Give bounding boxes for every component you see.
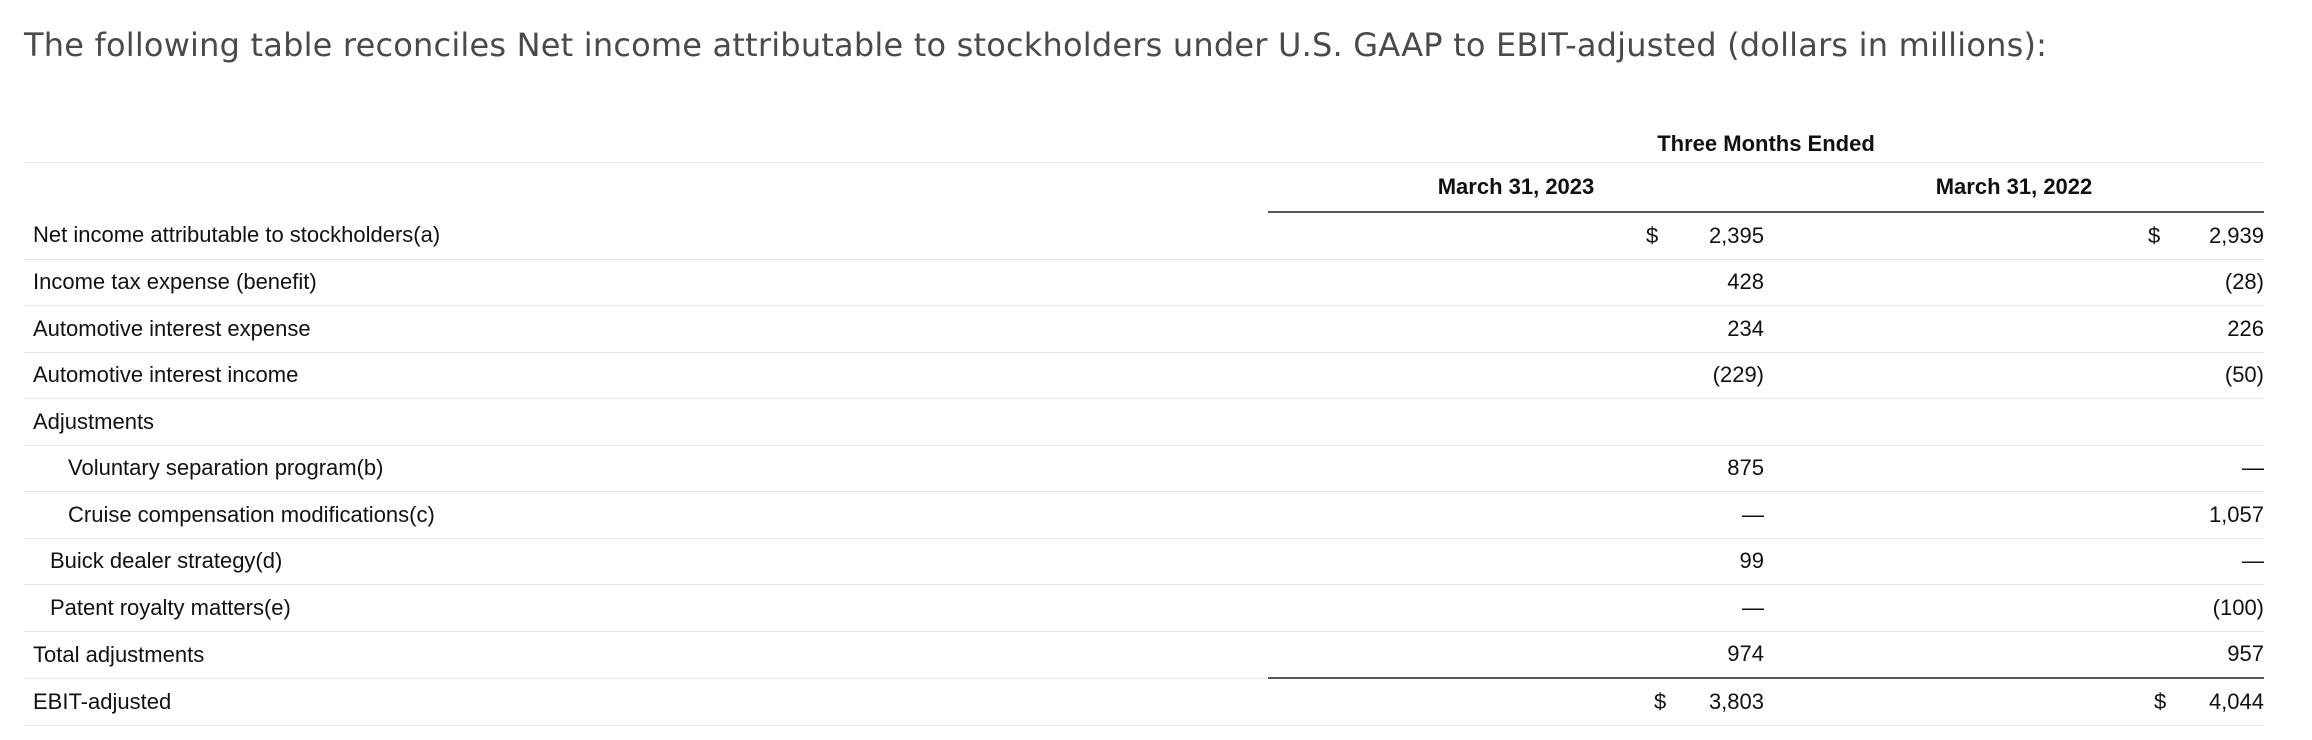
table-row: Income tax expense (benefit) 428 (28) <box>24 259 2264 306</box>
reconciliation-table: Three Months Ended March 31, 2023 March … <box>24 126 2264 726</box>
amount: 4,044 <box>2208 688 2264 714</box>
value-2022: 226 <box>1764 305 2264 353</box>
amount: 875 <box>1727 455 1764 481</box>
row-label: Buick dealer strategy(d) <box>24 538 1268 585</box>
amount: 99 <box>1739 548 1764 574</box>
value-2022: $4,044 <box>1764 678 2264 726</box>
row-label: Automotive interest expense <box>24 305 1268 353</box>
header-row-dates: March 31, 2023 March 31, 2022 <box>24 162 2264 213</box>
table-row: Buick dealer strategy(d) 99 — <box>24 538 2264 585</box>
value-2022: — <box>1764 538 2264 585</box>
value-2023: — <box>1268 491 1764 539</box>
column-header-2022: March 31, 2022 <box>1764 162 2264 213</box>
amount: (100) <box>2212 594 2264 620</box>
header-row-period: Three Months Ended <box>24 126 2264 163</box>
row-label: Patent royalty matters(e) <box>24 584 1268 632</box>
value-2022: 957 <box>1764 631 2264 679</box>
value-2023: 428 <box>1268 259 1764 306</box>
period-group-header: Three Months Ended <box>1268 126 2264 163</box>
amount: 974 <box>1727 641 1764 667</box>
intro-text: The following table reconciles Net incom… <box>24 26 2048 64</box>
column-header-2023: March 31, 2023 <box>1268 162 1764 213</box>
value-2022 <box>1764 398 2264 446</box>
value-2023: $3,803 <box>1268 678 1764 726</box>
currency-symbol: $ <box>2148 222 2161 248</box>
value-2022: (28) <box>1764 259 2264 306</box>
currency-symbol: $ <box>2154 688 2167 714</box>
amount: (229) <box>1712 362 1764 388</box>
amount: 226 <box>2227 315 2264 341</box>
table-row-total: Total adjustments 974 957 <box>24 631 2264 679</box>
row-label: EBIT-adjusted <box>24 678 1268 726</box>
amount: 957 <box>2227 641 2264 667</box>
table-row: Patent royalty matters(e) — (100) <box>24 584 2264 632</box>
currency-symbol: $ <box>1654 688 1667 714</box>
amount: — <box>1742 594 1764 620</box>
value-2022: — <box>1764 445 2264 492</box>
value-2022: 1,057 <box>1764 491 2264 539</box>
table-row: Automotive interest expense 234 226 <box>24 305 2264 353</box>
table-row: Voluntary separation program(b) 875 — <box>24 445 2264 492</box>
table-row: Adjustments <box>24 398 2264 446</box>
amount: (28) <box>2224 269 2264 295</box>
value-2023: (229) <box>1268 352 1764 399</box>
amount: (50) <box>2224 362 2264 388</box>
amount: 3,803 <box>1708 688 1764 714</box>
row-label: Voluntary separation program(b) <box>24 445 1268 492</box>
amount: 428 <box>1727 269 1764 295</box>
amount: 1,057 <box>2208 501 2264 527</box>
value-2022: $2,939 <box>1764 212 2264 260</box>
amount: 234 <box>1727 315 1764 341</box>
value-2023 <box>1268 398 1764 446</box>
value-2023: $2,395 <box>1268 212 1764 260</box>
value-2023: — <box>1268 584 1764 632</box>
amount: — <box>2242 455 2264 481</box>
currency-symbol: $ <box>1646 222 1659 248</box>
value-2022: (50) <box>1764 352 2264 399</box>
amount: 2,939 <box>2208 222 2264 248</box>
row-label: Adjustments <box>24 398 1268 446</box>
amount: 2,395 <box>1708 222 1764 248</box>
amount: — <box>2242 548 2264 574</box>
table-row: Cruise compensation modifications(c) — 1… <box>24 491 2264 539</box>
row-label: Automotive interest income <box>24 352 1268 399</box>
amount: — <box>1742 501 1764 527</box>
table-row-ebit: EBIT-adjusted $3,803 $4,044 <box>24 678 2264 726</box>
value-2023: 99 <box>1268 538 1764 585</box>
table-row: Net income attributable to stockholders(… <box>24 212 2264 260</box>
value-2022: (100) <box>1764 584 2264 632</box>
row-label: Cruise compensation modifications(c) <box>24 491 1268 539</box>
value-2023: 875 <box>1268 445 1764 492</box>
row-label: Total adjustments <box>24 631 1268 679</box>
row-label: Net income attributable to stockholders(… <box>24 212 1268 260</box>
value-2023: 974 <box>1268 631 1764 679</box>
row-label: Income tax expense (benefit) <box>24 259 1268 306</box>
value-2023: 234 <box>1268 305 1764 353</box>
table-row: Automotive interest income (229) (50) <box>24 352 2264 399</box>
